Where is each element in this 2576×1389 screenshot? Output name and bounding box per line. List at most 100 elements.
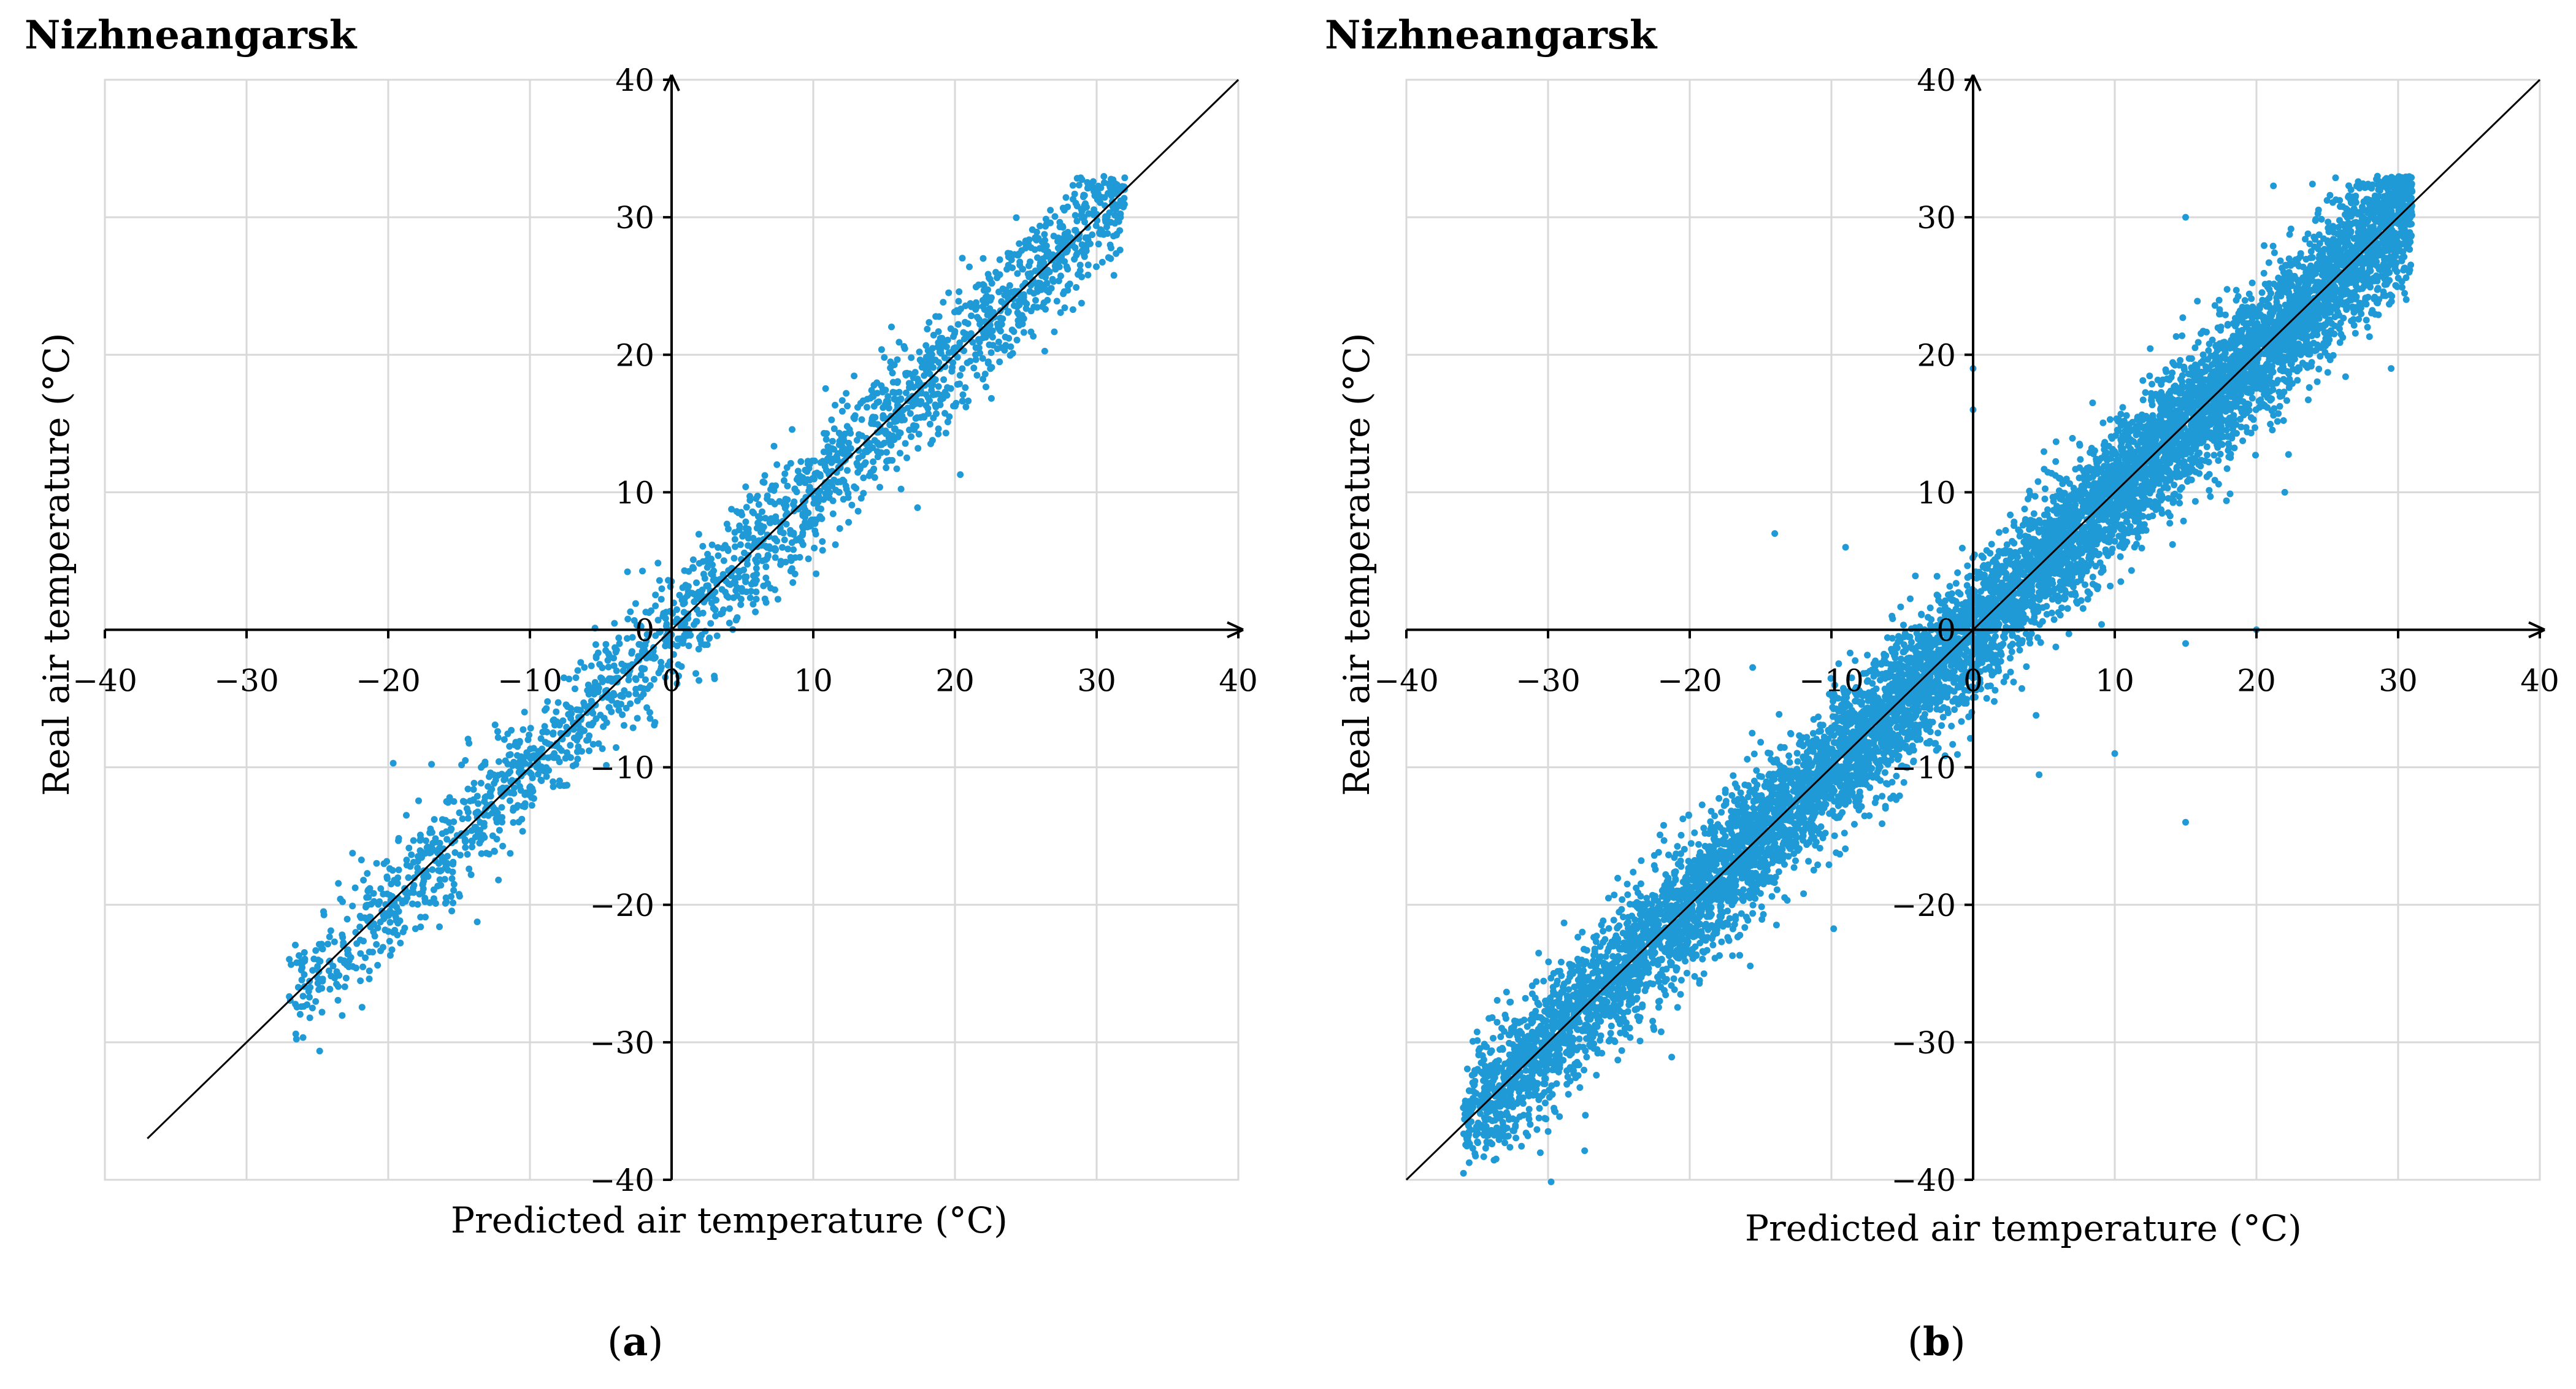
data-point: [329, 963, 337, 970]
data-point: [761, 479, 768, 486]
data-point: [365, 894, 372, 901]
data-point: [1013, 214, 1020, 221]
data-point: [456, 893, 463, 900]
data-point: [599, 745, 606, 752]
data-point: [464, 809, 472, 816]
data-point: [592, 701, 599, 709]
data-point: [1638, 857, 1645, 864]
data-point: [1061, 304, 1068, 312]
data-point: [605, 704, 613, 711]
data-point: [432, 900, 439, 907]
data-point: [706, 555, 713, 563]
data-point: [652, 632, 659, 639]
data-point: [341, 983, 348, 990]
data-point: [858, 432, 865, 439]
data-point: [1098, 258, 1106, 266]
data-point: [631, 617, 638, 624]
data-point: [416, 837, 424, 844]
data-point: [735, 526, 743, 534]
data-point: [844, 467, 851, 474]
data-point: [749, 508, 756, 515]
data-point: [806, 461, 813, 467]
data-point: [1084, 179, 1091, 186]
data-point: [469, 797, 477, 804]
data-point: [1008, 326, 1016, 334]
data-point: [759, 508, 765, 515]
data-point: [489, 804, 497, 811]
data-point: [706, 634, 713, 642]
data-point: [575, 743, 582, 750]
data-point: [1057, 309, 1064, 316]
data-point: [643, 637, 650, 645]
data-point: [316, 941, 323, 948]
data-point: [1110, 272, 1117, 279]
axes-a: [104, 74, 1244, 1181]
data-point: [359, 963, 367, 971]
data-point: [660, 610, 667, 617]
data-point: [1056, 263, 1063, 271]
data-point: [947, 325, 954, 333]
data-point: [574, 667, 581, 674]
data-point: [506, 797, 513, 804]
data-point: [897, 450, 903, 457]
data-point: [422, 914, 429, 921]
data-point: [1043, 253, 1050, 260]
data-point: [481, 794, 489, 801]
data-point: [673, 615, 681, 623]
data-point: [874, 453, 881, 461]
data-point: [784, 545, 792, 553]
data-point: [688, 590, 696, 597]
data-point: [801, 521, 808, 529]
data-point: [865, 446, 873, 453]
data-point: [895, 388, 903, 396]
data-point: [846, 452, 853, 459]
data-point: [2313, 378, 2321, 385]
data-point: [589, 710, 597, 717]
data-point: [1095, 240, 1102, 248]
data-point: [431, 816, 438, 823]
data-point: [921, 382, 929, 389]
data-point: [684, 583, 692, 590]
data-point: [405, 844, 413, 852]
data-point: [1655, 848, 1662, 856]
data-point: [1014, 288, 1022, 295]
data-point: [829, 497, 837, 504]
data-point: [1116, 247, 1124, 253]
data-point: [499, 818, 505, 826]
data-point: [1043, 287, 1051, 294]
data-point: [405, 874, 412, 881]
data-point: [872, 414, 879, 421]
data-point: [591, 679, 599, 686]
data-point: [567, 705, 574, 712]
data-point: [389, 867, 396, 874]
data-point: [342, 974, 350, 982]
data-point: [638, 648, 646, 655]
data-point: [2036, 771, 2043, 779]
data-point: [1757, 739, 1765, 746]
data-point: [1019, 265, 1026, 272]
data-point: [349, 902, 356, 910]
data-point: [935, 359, 943, 366]
data-point: [911, 369, 919, 376]
data-point: [926, 353, 933, 361]
data-point: [380, 860, 388, 868]
data-point: [418, 854, 425, 861]
x-tick-label-7: 30: [1077, 663, 1116, 699]
data-point: [427, 825, 434, 833]
data-point: [1493, 997, 1501, 1004]
data-point: [995, 338, 1002, 345]
data-point: [979, 355, 986, 362]
data-point: [973, 299, 979, 306]
data-point: [1051, 328, 1058, 336]
data-point: [1091, 206, 1098, 214]
data-point: [1004, 250, 1011, 257]
data-point: [565, 710, 572, 718]
data-point: [417, 923, 424, 931]
data-point: [791, 485, 799, 493]
data-point: [1084, 185, 1091, 192]
data-point: [718, 586, 726, 593]
data-point: [1749, 664, 1757, 671]
data-point: [897, 395, 905, 402]
data-point: [1102, 213, 1109, 220]
data-point: [917, 414, 924, 421]
